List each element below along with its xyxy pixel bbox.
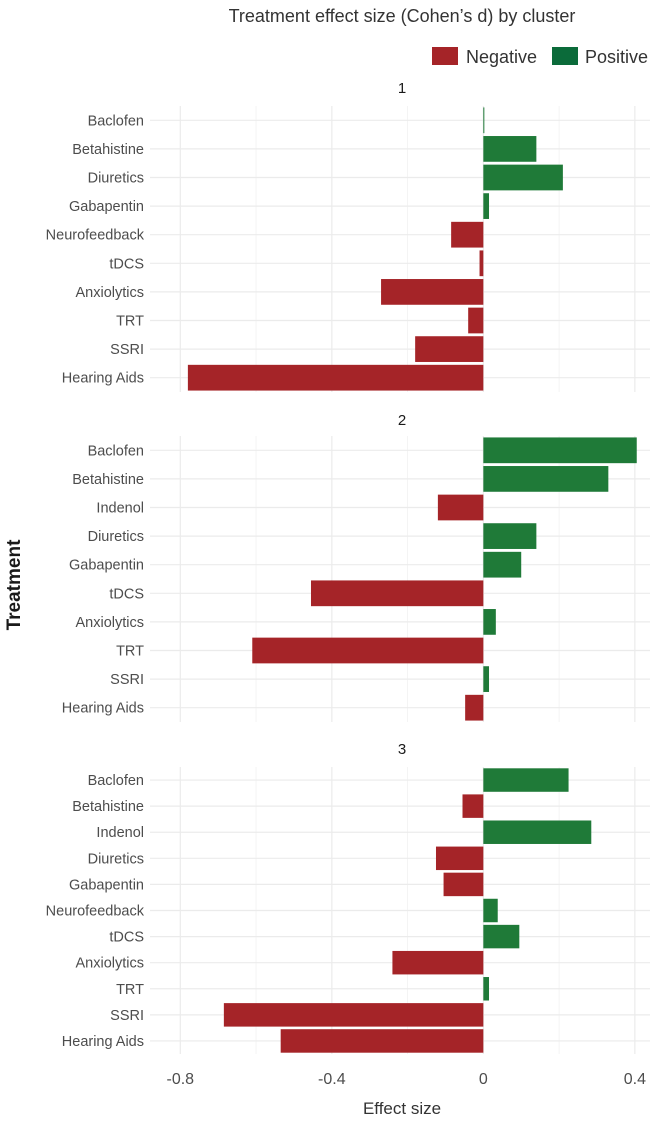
legend-swatch-positive [552, 47, 578, 65]
bar-diuretics [435, 846, 484, 871]
category-label: Hearing Aids [62, 371, 144, 387]
legend: Negative Positive [432, 47, 648, 67]
bar-anxiolytics [381, 279, 484, 305]
category-label: Diuretics [88, 529, 144, 545]
category-label: TRT [116, 314, 144, 330]
category-label: Gabapentin [69, 877, 144, 893]
bar-hearing-aids [465, 694, 484, 721]
panels-layer: 1 Baclofen Betahistine Diuretics Gabapentin N… [46, 80, 650, 1054]
category-label: TRT [116, 644, 144, 660]
category-label: Baclofen [88, 113, 144, 129]
bar-trt [252, 637, 484, 664]
bar-anxiolytics [392, 950, 484, 975]
bar-hearing-aids [187, 364, 484, 391]
bar-ssri [415, 336, 484, 362]
category-label: tDCS [109, 256, 144, 272]
bar-gabapentin [443, 872, 484, 897]
panel-title: 1 [398, 80, 406, 97]
category-label: Baclofen [88, 773, 144, 789]
category-label: tDCS [109, 930, 144, 946]
category-label: Anxiolytics [76, 956, 145, 972]
panel-2: 2 Baclofen Betahistine Indenol Diuretics Gaba… [62, 412, 650, 722]
bar-betahistine [483, 466, 609, 492]
category-label: Baclofen [88, 443, 144, 459]
bar-trt [468, 307, 484, 334]
x-axis: -0.8 -0.4 0 0.4 [167, 1071, 647, 1088]
bar-baclofen [483, 437, 637, 464]
bar-ssri [483, 666, 490, 692]
bar-tdcs [483, 924, 520, 949]
panel-title: 3 [398, 741, 406, 758]
x-tick-label: 0 [479, 1071, 488, 1088]
bar-betahistine [483, 136, 537, 162]
category-label: Anxiolytics [76, 615, 145, 631]
bar-indenol [437, 494, 484, 521]
category-label: Neurofeedback [46, 904, 145, 920]
bar-tdcs [479, 250, 484, 277]
category-label: Diuretics [88, 171, 144, 187]
bar-diuretics [483, 164, 563, 191]
bar-baclofen [483, 768, 569, 792]
category-label: Hearing Aids [62, 1034, 144, 1050]
category-label: Neurofeedback [46, 228, 145, 244]
chart-title: Treatment effect size (Cohen’s d) by clu… [229, 6, 576, 26]
category-label: SSRI [110, 1008, 144, 1024]
legend-swatch-negative [432, 47, 458, 65]
bar-tdcs [310, 580, 484, 607]
legend-label-positive: Positive [585, 47, 648, 67]
panel-1: 1 Baclofen Betahistine Diuretics Gabapentin N… [46, 80, 650, 392]
x-tick-label: -0.4 [318, 1071, 346, 1088]
legend-label-negative: Negative [466, 47, 537, 67]
category-label: Betahistine [72, 799, 144, 815]
bar-indenol [483, 820, 592, 844]
bar-betahistine [462, 794, 484, 818]
category-label: tDCS [109, 586, 144, 602]
category-label: Gabapentin [69, 199, 144, 215]
category-label: Anxiolytics [76, 285, 145, 301]
bar-trt [483, 977, 490, 1001]
category-label: SSRI [110, 672, 144, 688]
bar-anxiolytics [483, 609, 496, 635]
category-label: Betahistine [72, 142, 144, 158]
bar-neurofeedback [483, 898, 498, 923]
category-label: Betahistine [72, 472, 144, 488]
bar-baclofen [483, 107, 485, 134]
x-tick-label: -0.8 [167, 1071, 195, 1088]
x-axis-title: Effect size [363, 1099, 441, 1118]
bar-diuretics [483, 523, 537, 549]
x-tick-label: 0.4 [624, 1071, 646, 1088]
y-axis-title: Treatment [4, 539, 25, 630]
bar-neurofeedback [451, 221, 484, 248]
bar-gabapentin [483, 551, 522, 578]
bar-hearing-aids [280, 1029, 484, 1053]
panel-title: 2 [398, 412, 406, 429]
category-label: Hearing Aids [62, 701, 144, 717]
category-label: Indenol [96, 825, 144, 841]
bar-ssri [223, 1003, 484, 1027]
bar-gabapentin [483, 193, 490, 219]
panel-3: 3 Baclofen Betahistine Indenol Diuretics Gaba… [46, 741, 650, 1054]
category-label: Diuretics [88, 851, 144, 867]
category-label: Indenol [96, 501, 144, 517]
category-label: Gabapentin [69, 558, 144, 574]
category-label: TRT [116, 982, 144, 998]
category-label: SSRI [110, 342, 144, 358]
